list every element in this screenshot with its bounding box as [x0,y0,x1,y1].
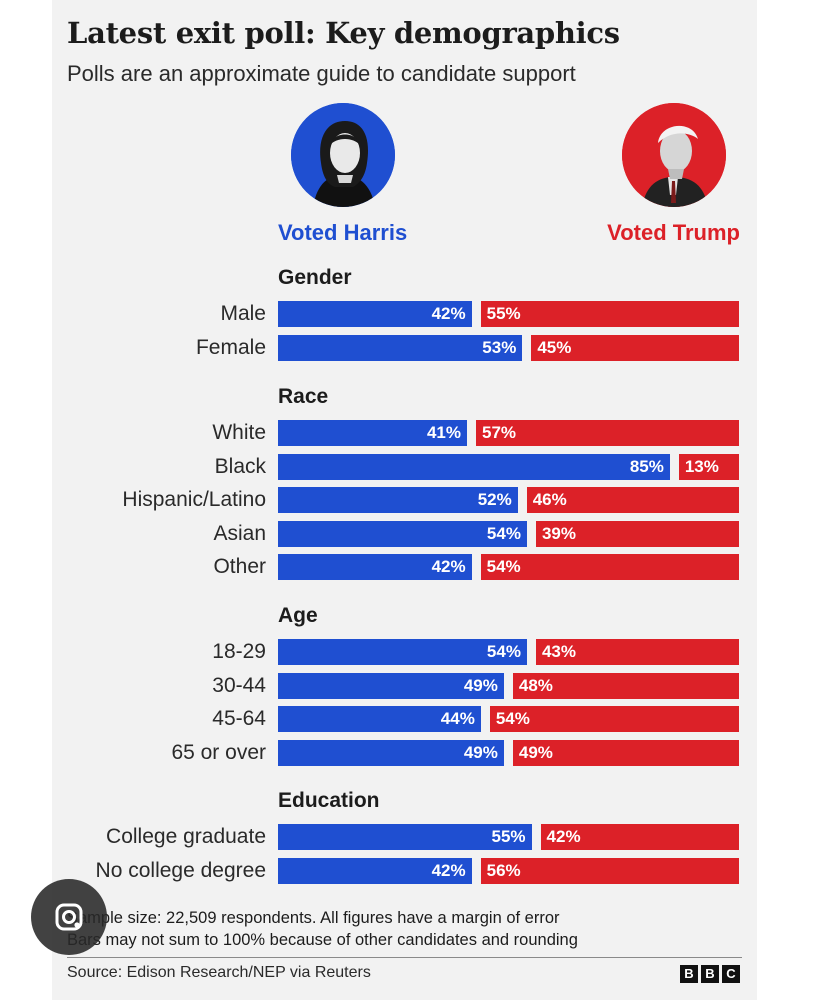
harris-bar: 55% [278,824,532,850]
row-label: Hispanic/Latino [122,488,266,511]
row-label: 65 or over [171,741,266,764]
section-title: Education [278,789,380,812]
trump-bar: 43% [535,639,739,665]
footnote-sample-size: Sample size: 22,509 respondents. All fig… [67,909,560,927]
trump-value: 56% [486,861,521,880]
bbc-logo: B B C [680,965,740,983]
source-note: Source: Edison Research/NEP via Reuters [67,964,371,981]
footnote-rounding: Bars may not sum to 100% because of othe… [67,931,578,949]
row-label: Male [220,302,266,325]
trump-value: 13% [684,457,719,476]
harris-bar: 42% [278,301,472,327]
row-label: Asian [213,522,266,545]
row-label: 45-64 [212,707,266,730]
harris-value: 49% [463,676,498,695]
chart-subtitle: Polls are an approximate guide to candid… [67,61,576,86]
trump-value: 45% [537,338,572,357]
section-title: Age [278,604,318,627]
row-label: College graduate [106,825,266,848]
harris-value: 41% [426,423,461,442]
trump-value: 46% [532,490,567,509]
lens-camera-icon [55,903,83,931]
row-label: 30-44 [212,674,266,697]
section-title: Race [278,385,329,408]
bbc-logo-block: B [701,965,719,983]
harris-value: 85% [629,457,664,476]
trump-bar: 46% [526,487,739,513]
harris-bar: 53% [278,335,523,361]
trump-bar: 57% [476,420,739,446]
harris-bar: 41% [278,420,467,446]
lens-search-button[interactable] [31,879,107,955]
harris-value: 44% [440,709,475,728]
harris-value: 54% [486,642,521,661]
trump-value: 43% [541,642,576,661]
harris-portrait [291,103,395,207]
harris-bar: 54% [278,521,527,547]
harris-bar: 42% [278,858,472,884]
harris-legend-label: Voted Harris [278,220,408,245]
trump-bar: 54% [489,706,739,732]
harris-value: 42% [431,557,466,576]
harris-bar: 52% [278,487,518,513]
harris-bar: 49% [278,740,504,766]
trump-value: 48% [518,676,553,695]
harris-value: 42% [431,861,466,880]
row-label: 18-29 [212,640,266,663]
trump-legend-label: Voted Trump [607,220,740,245]
bbc-logo-block: C [722,965,740,983]
trump-bar: 13% [678,454,739,480]
trump-bar: 45% [531,335,739,361]
trump-bar: 54% [480,554,739,580]
row-label: Other [213,555,266,578]
trump-portrait [622,103,726,207]
row-label: White [212,421,266,444]
trump-bar: 42% [540,824,739,850]
harris-bar: 44% [278,706,481,732]
trump-value: 55% [486,304,521,323]
row-label: Black [214,455,266,478]
harris-value: 49% [463,743,498,762]
harris-value: 42% [431,304,466,323]
harris-value: 52% [477,490,512,509]
trump-bar: 48% [512,673,739,699]
footer-divider [67,957,742,958]
harris-bar: 85% [278,454,670,480]
harris-bar: 49% [278,673,504,699]
row-label: Female [195,336,266,359]
trump-bar: 55% [480,301,739,327]
trump-value: 42% [546,827,581,846]
trump-bar: 56% [480,858,739,884]
row-label: No college degree [95,859,266,882]
harris-bar: 54% [278,639,527,665]
trump-value: 54% [486,557,521,576]
chart-title: Latest exit poll: Key demographics [67,16,620,50]
harris-bar: 42% [278,554,472,580]
trump-value: 49% [518,743,553,762]
trump-bar: 49% [512,740,739,766]
trump-value: 57% [482,423,517,442]
harris-value: 54% [486,524,521,543]
harris-value: 53% [482,338,517,357]
harris-value: 55% [491,827,526,846]
bbc-logo-block: B [680,965,698,983]
trump-value: 54% [495,709,530,728]
trump-bar: 39% [535,521,739,547]
trump-value: 39% [541,524,576,543]
section-title: Gender [278,266,352,289]
